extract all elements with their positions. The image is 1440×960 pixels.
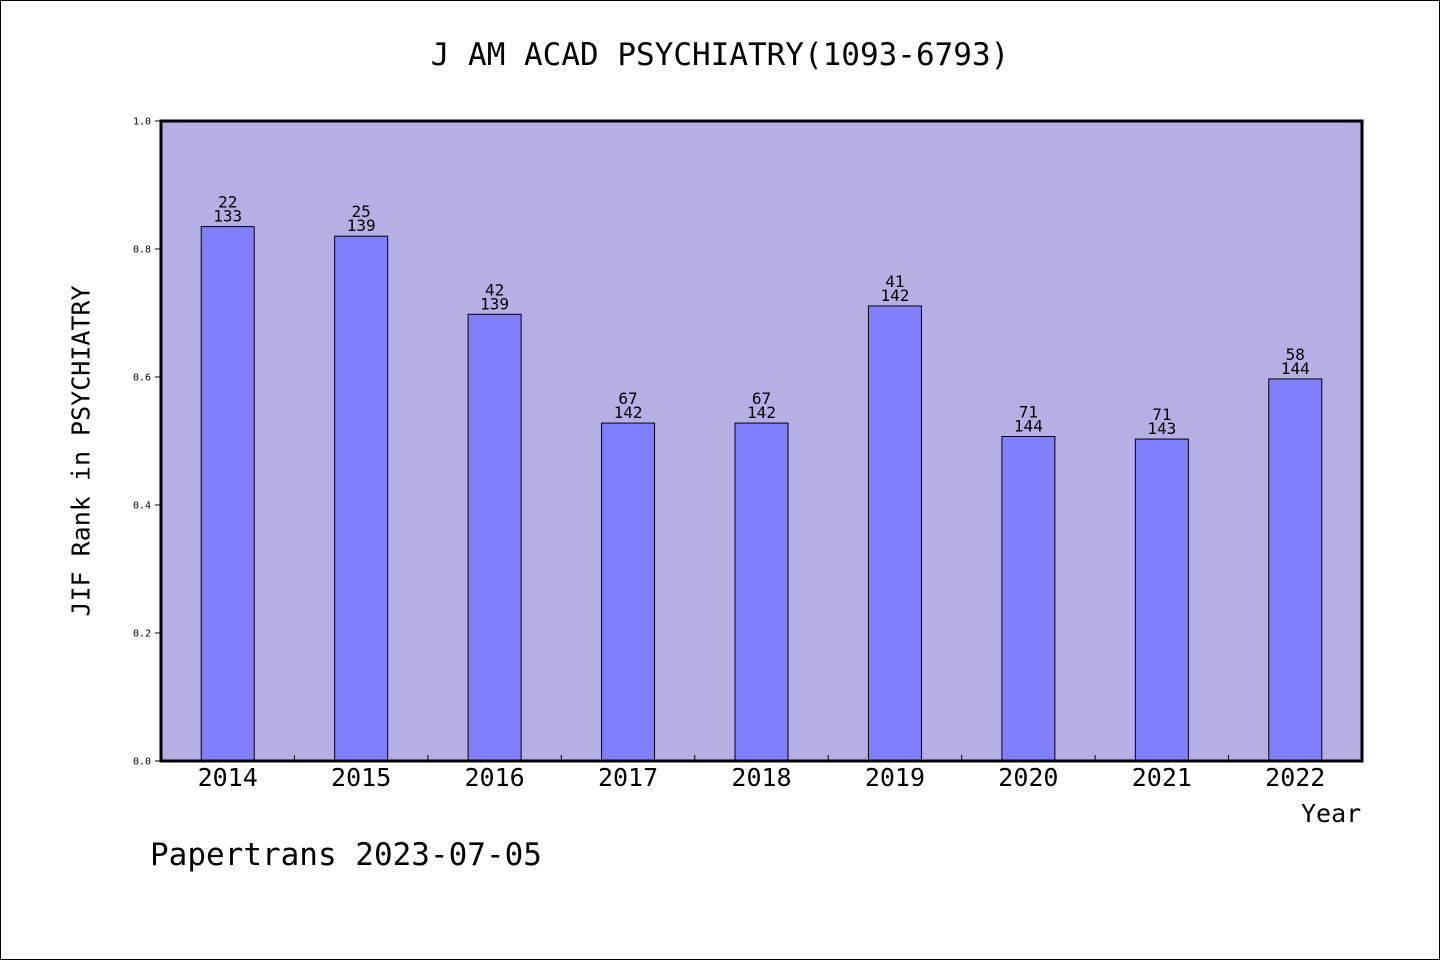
bar-total-label: 144 <box>1281 359 1310 378</box>
bar-rank-label: 42 <box>485 280 504 299</box>
bar-rank-label: 67 <box>618 389 637 408</box>
bar <box>1134 438 1189 762</box>
bar-total-label: 139 <box>347 216 376 235</box>
bar-total-label: 139 <box>480 294 509 313</box>
y-tick-label: 0.0 <box>133 757 151 768</box>
y-tick-label: 0.6 <box>133 373 151 384</box>
bar <box>601 422 656 762</box>
x-tick-label: 2020 <box>998 763 1058 792</box>
bar-rank-label: 71 <box>1019 403 1038 422</box>
y-tick-label: 0.2 <box>133 629 151 640</box>
bar <box>334 235 389 762</box>
bar-rank-label: 22 <box>218 193 237 212</box>
bar-rank-label: 25 <box>352 202 371 221</box>
y-tick-label: 1.0 <box>133 117 151 128</box>
x-tick-label: 2019 <box>865 763 925 792</box>
bar-total-label: 142 <box>880 286 909 305</box>
x-tick-label: 2022 <box>1265 763 1325 792</box>
x-tick-label: 2018 <box>731 763 791 792</box>
bar-rank-label: 41 <box>885 272 904 291</box>
bar-total-label: 133 <box>213 207 242 226</box>
footer-text: Papertrans 2023-07-05 <box>150 837 542 873</box>
bar <box>467 313 522 762</box>
bar <box>1268 378 1323 762</box>
x-tick-label: 2014 <box>198 763 258 792</box>
bar <box>1001 436 1056 762</box>
x-axis-label: Year <box>1301 799 1362 828</box>
bar-rank-label: 58 <box>1286 345 1305 364</box>
bar-total-label: 143 <box>1147 419 1176 438</box>
plot-frame <box>159 119 1364 763</box>
bar-rank-label: 71 <box>1152 405 1171 424</box>
y-tick-label: 0.4 <box>133 501 151 512</box>
bar-total-label: 142 <box>747 403 776 422</box>
bar-rank-label: 67 <box>752 389 771 408</box>
chart-title: J AM ACAD PSYCHIATRY(1093-6793) <box>430 37 1010 73</box>
bar <box>200 226 255 762</box>
bar-total-label: 142 <box>614 403 643 422</box>
bar <box>867 305 922 762</box>
x-tick-label: 2021 <box>1132 763 1192 792</box>
x-tick-label: 2015 <box>331 763 391 792</box>
bar <box>734 422 789 762</box>
y-tick-label: 0.8 <box>133 245 151 256</box>
bar-total-label: 144 <box>1014 417 1043 436</box>
x-tick-label: 2016 <box>465 763 525 792</box>
x-tick-label: 2017 <box>598 763 658 792</box>
